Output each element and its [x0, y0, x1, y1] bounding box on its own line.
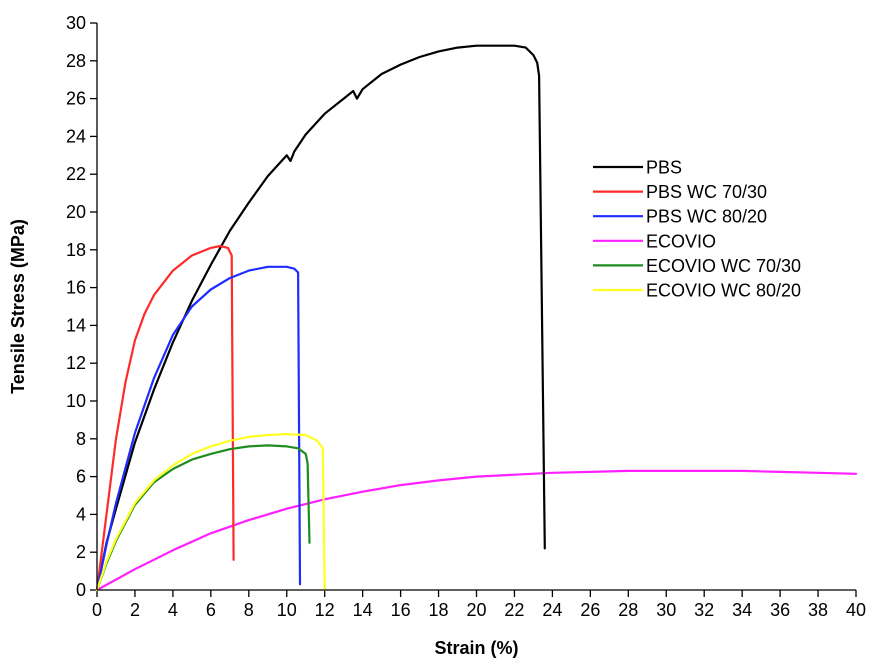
y-tick-label: 2: [76, 542, 86, 562]
x-tick-label: 14: [353, 600, 373, 620]
x-tick-label: 0: [92, 600, 102, 620]
x-tick-label: 38: [808, 600, 828, 620]
legend-label: ECOVIO: [646, 231, 716, 251]
y-tick-label: 16: [66, 278, 86, 298]
y-tick-label: 12: [66, 353, 86, 373]
legend-label: PBS WC 80/20: [646, 207, 767, 227]
y-tick-label: 4: [76, 504, 86, 524]
x-tick-label: 18: [429, 600, 449, 620]
x-tick-label: 6: [206, 600, 216, 620]
legend-label: PBS WC 70/30: [646, 182, 767, 202]
y-tick-label: 28: [66, 51, 86, 71]
x-tick-label: 26: [580, 600, 600, 620]
y-tick-label: 10: [66, 391, 86, 411]
legend-label: PBS: [646, 158, 682, 178]
y-tick-label: 22: [66, 164, 86, 184]
x-tick-label: 28: [618, 600, 638, 620]
series-lines: [95, 44, 858, 592]
x-tick-label: 4: [168, 600, 178, 620]
legend-label: ECOVIO WC 70/30: [646, 256, 801, 276]
x-tick-label: 40: [846, 600, 866, 620]
y-tick-label: 20: [66, 202, 86, 222]
y-tick-label: 30: [66, 13, 86, 33]
y-tick-label: 6: [76, 467, 86, 487]
y-tick-label: 24: [66, 126, 86, 146]
y-tick-label: 0: [76, 580, 86, 600]
x-tick-label: 8: [244, 600, 254, 620]
legend-label: ECOVIO WC 80/20: [646, 281, 801, 301]
series-line-ecovio-wc-80-20: [95, 433, 326, 592]
x-tick-label: 24: [542, 600, 562, 620]
x-tick-label: 20: [466, 600, 486, 620]
x-axis-title: Strain (%): [434, 638, 518, 658]
y-tick-label: 26: [66, 89, 86, 109]
x-axis-ticks: 0 2 4 6 8 10 12 14 16 18 20 22 24 26 28 30 32 34 36 38 40: [92, 590, 866, 620]
x-tick-label: 32: [694, 600, 714, 620]
y-tick-label: 14: [66, 315, 86, 335]
x-tick-label: 30: [656, 600, 676, 620]
y-axis-title: Tensile Stress (MPa): [8, 219, 28, 394]
x-tick-label: 36: [770, 600, 790, 620]
x-tick-label: 16: [391, 600, 411, 620]
series-line-ecovio: [95, 469, 858, 592]
x-tick-label: 2: [130, 600, 140, 620]
series-line-pbs-wc-80-20: [95, 265, 302, 592]
y-tick-label: 18: [66, 240, 86, 260]
series-line-pbs: [95, 44, 546, 592]
x-tick-label: 22: [504, 600, 524, 620]
series-line-pbs-wc-70-30: [95, 244, 235, 592]
legend: PBS PBS WC 70/30 PBS WC 80/20 ECOVIO ECOVIO …: [593, 158, 801, 301]
y-tick-label: 8: [76, 429, 86, 449]
x-tick-label: 12: [315, 600, 335, 620]
x-tick-label: 10: [277, 600, 297, 620]
x-tick-label: 34: [732, 600, 752, 620]
